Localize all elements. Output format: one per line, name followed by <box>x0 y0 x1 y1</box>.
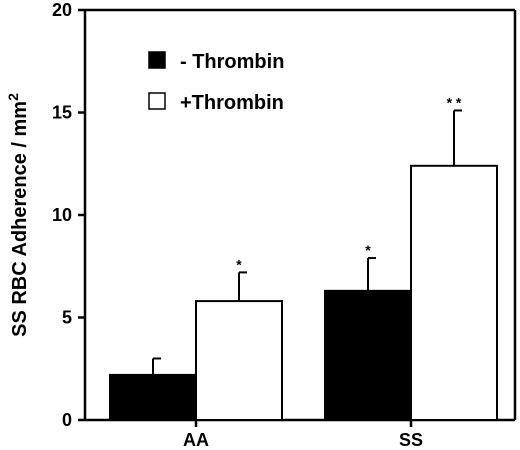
significance-marker: * * <box>447 94 462 110</box>
category-labels: AA SS <box>183 420 423 450</box>
category-label-ss: SS <box>399 430 423 450</box>
legend-swatch-minus-thrombin <box>148 51 166 69</box>
legend-swatch-plus-thrombin <box>148 92 166 110</box>
y-tick-label: 10 <box>52 205 72 225</box>
y-axis-label-superscript: 2 <box>5 93 21 101</box>
y-axis-label-main: SS RBC Adherence / mm <box>9 101 31 337</box>
y-tick-label: 20 <box>52 0 72 20</box>
bars: * * * * <box>109 94 498 422</box>
bar-ss-minus-thrombin <box>324 289 412 421</box>
y-tick-label: 5 <box>62 308 72 328</box>
significance-marker: * <box>236 256 242 272</box>
significance-marker: * <box>365 242 371 258</box>
bar-aa-plus-thrombin <box>195 300 283 422</box>
legend-label-plus-thrombin: +Thrombin <box>180 92 284 114</box>
y-ticks: 0 5 10 15 20 <box>52 0 85 430</box>
bar-ss-plus-thrombin <box>410 164 498 421</box>
legend: - Thrombin +Thrombin <box>148 51 284 114</box>
legend-label-minus-thrombin: - Thrombin <box>180 51 284 73</box>
bar-aa-minus-thrombin <box>109 373 197 421</box>
category-label-aa: AA <box>183 430 209 450</box>
y-tick-label: 15 <box>52 103 72 123</box>
y-axis-label: SS RBC Adherence / mm2 <box>5 93 31 337</box>
y-tick-label: 0 <box>62 410 72 430</box>
